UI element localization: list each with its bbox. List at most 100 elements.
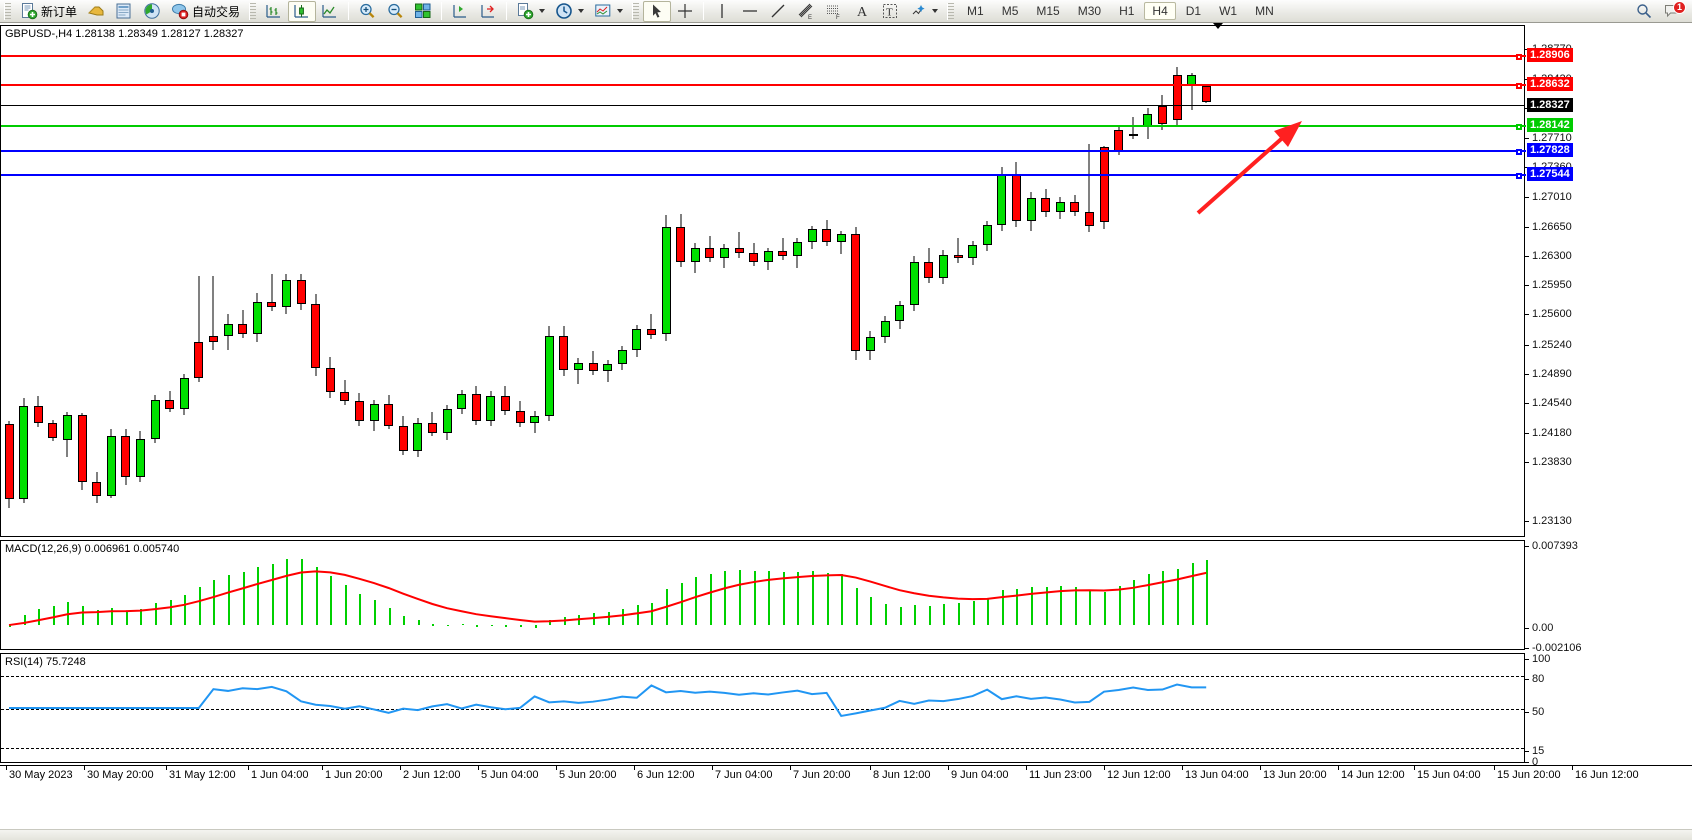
time-tick: [248, 766, 249, 770]
trendline-button[interactable]: [764, 1, 792, 22]
macd-signal-line: [8, 570, 1207, 627]
new-order-label: 新订单: [41, 4, 78, 19]
macd-bar: [1162, 570, 1165, 626]
macd-bar: [1147, 574, 1150, 626]
table-row: [544, 26, 554, 536]
table-row: [311, 26, 321, 536]
macd-bar: [1074, 586, 1077, 626]
equidistant-channel-button[interactable]: E: [792, 1, 820, 22]
zoom-in-button[interactable]: [353, 1, 381, 22]
price-tick: 1.26300: [1525, 250, 1572, 262]
text-label-icon: T: [883, 4, 898, 19]
notification-badge: 1: [1673, 0, 1686, 14]
toolbar-grip-4[interactable]: [947, 2, 955, 20]
vertical-line-button[interactable]: [708, 1, 736, 22]
chevron-down-icon[interactable]: [539, 9, 546, 13]
table-row: [705, 26, 715, 536]
bar-chart-icon: [266, 5, 281, 18]
chart-shift-button[interactable]: [446, 1, 474, 22]
chart-area[interactable]: GBPUSD-,H4 1.28138 1.28349 1.28127 1.283…: [0, 23, 1692, 840]
zoom-out-button[interactable]: [381, 1, 409, 22]
crosshair-button[interactable]: [671, 1, 699, 22]
fibonacci-button[interactable]: F: [820, 1, 848, 22]
timeframe-m1[interactable]: M1: [967, 4, 984, 18]
templates-button[interactable]: [589, 1, 628, 22]
text-button[interactable]: A: [848, 1, 876, 22]
timeframe-w1[interactable]: W1: [1219, 4, 1238, 18]
toolbar-grip-3[interactable]: [632, 2, 640, 20]
price-tag-support-2[interactable]: 1.27544: [1527, 167, 1573, 181]
price-tag-support-1[interactable]: 1.27828: [1527, 143, 1573, 157]
market-watch-button[interactable]: [110, 1, 138, 22]
chevron-down-icon-3[interactable]: [617, 9, 624, 13]
timeframe-m15[interactable]: M15: [1036, 4, 1060, 18]
alerts-button[interactable]: 1: [1658, 0, 1686, 22]
table-row: [1055, 26, 1065, 536]
macd-bar: [490, 624, 493, 627]
equidistant-channel-icon: E: [798, 3, 813, 20]
price-tag-resistance-1[interactable]: 1.28632: [1527, 77, 1573, 91]
macd-bar: [1001, 590, 1004, 626]
macd-bar: [855, 587, 858, 626]
macd-bar: [374, 600, 376, 626]
expert-advisor-button[interactable]: [82, 1, 110, 22]
rsi-pane[interactable]: RSI(14) 75.7248: [0, 653, 1525, 763]
macd-pane[interactable]: MACD(12,26,9) 0.006961 0.005740: [0, 540, 1525, 650]
macd-bar: [198, 586, 201, 626]
price-axis[interactable]: 1.287701.284201.280701.277101.273601.270…: [1525, 25, 1692, 537]
level-line-target[interactable]: [1, 124, 1526, 130]
period-button[interactable]: [550, 1, 589, 22]
templates-icon: [595, 4, 611, 17]
chevron-down-icon-2[interactable]: [578, 9, 585, 13]
level-line-resistance-1[interactable]: [1, 83, 1526, 89]
toolbar-grip[interactable]: [4, 2, 11, 20]
timeframe-h4[interactable]: H4: [1144, 2, 1176, 20]
price-pane[interactable]: GBPUSD-,H4 1.28138 1.28349 1.28127 1.283…: [0, 25, 1526, 537]
auto-scroll-button[interactable]: [474, 1, 502, 22]
timeframe-m5[interactable]: M5: [1001, 4, 1019, 18]
timeframe-d1[interactable]: D1: [1185, 4, 1202, 18]
chevron-down-icon-4[interactable]: [932, 9, 939, 13]
candlestick-chart-button[interactable]: [288, 0, 317, 22]
price-tag-target[interactable]: 1.28142: [1527, 118, 1573, 132]
autotrading-icon: [172, 3, 189, 20]
rsi-level-80: [1, 676, 1524, 677]
indicators-button[interactable]: [511, 1, 550, 22]
time-label: 5 Jun 04:00: [481, 769, 539, 781]
rsi-level-15: [1, 748, 1524, 749]
toolbar-grip-2[interactable]: [249, 2, 257, 20]
table-row: [865, 26, 875, 536]
text-label-button[interactable]: T: [876, 1, 904, 22]
tile-windows-button[interactable]: [409, 1, 437, 22]
macd-bar: [23, 614, 26, 626]
level-line-resistance-2[interactable]: [1, 54, 1526, 60]
timeframe-mn[interactable]: MN: [1255, 4, 1274, 18]
bar-chart-button[interactable]: [260, 1, 288, 22]
time-tick: [948, 766, 949, 770]
search-button[interactable]: [1630, 1, 1658, 22]
signals-button[interactable]: [138, 1, 166, 22]
macd-axis[interactable]: 0.007393 0.00 -0.002106: [1525, 540, 1692, 654]
macd-bar: [505, 625, 508, 627]
level-line-support-1[interactable]: [1, 149, 1526, 155]
svg-text:T: T: [886, 7, 893, 19]
autotrading-button[interactable]: 自动交易: [166, 1, 245, 22]
rsi-axis[interactable]: 100 80 50 15 0: [1525, 653, 1692, 768]
level-line-support-2[interactable]: [1, 173, 1526, 179]
macd-bar: [636, 605, 639, 626]
price-tag-resistance-2[interactable]: 1.28906: [1527, 48, 1573, 62]
cursor-button[interactable]: [643, 0, 672, 22]
time-tick: [322, 766, 323, 770]
horizontal-line-button[interactable]: [736, 1, 764, 22]
new-order-button[interactable]: 新订单: [15, 1, 82, 22]
timeframe-m30[interactable]: M30: [1077, 4, 1102, 18]
macd-bar: [1191, 562, 1194, 626]
table-row: [953, 26, 963, 536]
table-row: [1157, 26, 1167, 536]
expert-advisor-icon: [88, 6, 104, 16]
time-axis[interactable]: 30 May 2023 30 May 20:00 31 May 12:00 1 Jun…: [0, 765, 1692, 787]
time-tick: [1182, 766, 1183, 770]
line-chart-button[interactable]: [316, 1, 344, 22]
objects-button[interactable]: [904, 1, 943, 22]
timeframe-h1[interactable]: H1: [1119, 4, 1135, 18]
